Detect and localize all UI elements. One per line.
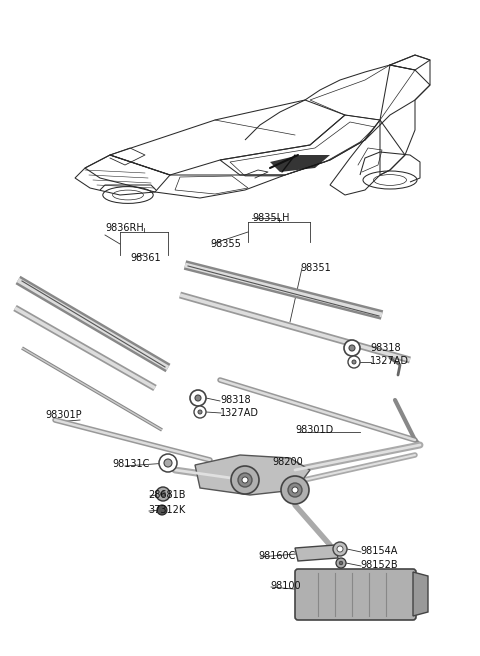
- Circle shape: [333, 542, 347, 556]
- FancyBboxPatch shape: [295, 569, 416, 620]
- Circle shape: [238, 473, 252, 487]
- Text: 98154A: 98154A: [360, 546, 397, 556]
- Text: 98355: 98355: [210, 239, 241, 249]
- Circle shape: [344, 340, 360, 356]
- Circle shape: [348, 356, 360, 368]
- Text: 98301P: 98301P: [45, 410, 82, 420]
- Text: 1327AD: 1327AD: [220, 408, 259, 418]
- Text: 98351: 98351: [300, 263, 331, 273]
- Circle shape: [164, 459, 172, 467]
- Circle shape: [190, 390, 206, 406]
- Text: 98131C: 98131C: [112, 459, 149, 469]
- Polygon shape: [413, 572, 428, 616]
- Circle shape: [288, 483, 302, 497]
- Text: 1327AD: 1327AD: [370, 356, 409, 366]
- Circle shape: [336, 558, 346, 568]
- Circle shape: [156, 487, 170, 501]
- Circle shape: [339, 561, 343, 565]
- Text: 98200: 98200: [272, 457, 303, 467]
- Circle shape: [281, 476, 309, 504]
- Text: 9836RH: 9836RH: [105, 223, 144, 233]
- Polygon shape: [270, 155, 330, 172]
- Circle shape: [194, 406, 206, 418]
- Circle shape: [198, 410, 202, 414]
- Circle shape: [242, 477, 248, 483]
- Text: 98361: 98361: [130, 253, 161, 263]
- Text: 28681B: 28681B: [148, 490, 185, 500]
- Text: 98318: 98318: [220, 395, 251, 405]
- Circle shape: [231, 466, 259, 494]
- Text: 37312K: 37312K: [148, 505, 185, 515]
- Circle shape: [160, 491, 166, 497]
- Circle shape: [349, 345, 355, 351]
- Circle shape: [352, 360, 356, 364]
- Text: 9835LH: 9835LH: [252, 213, 289, 223]
- Circle shape: [292, 487, 298, 493]
- Text: 98160C: 98160C: [258, 551, 295, 561]
- Text: 98318: 98318: [370, 343, 401, 353]
- Polygon shape: [295, 545, 338, 561]
- Polygon shape: [195, 455, 310, 495]
- Circle shape: [337, 546, 343, 552]
- Circle shape: [159, 454, 177, 472]
- Text: 98301D: 98301D: [295, 425, 333, 435]
- Circle shape: [157, 505, 167, 515]
- Text: 98100: 98100: [270, 581, 300, 591]
- Circle shape: [195, 395, 201, 401]
- Text: 98152B: 98152B: [360, 560, 397, 570]
